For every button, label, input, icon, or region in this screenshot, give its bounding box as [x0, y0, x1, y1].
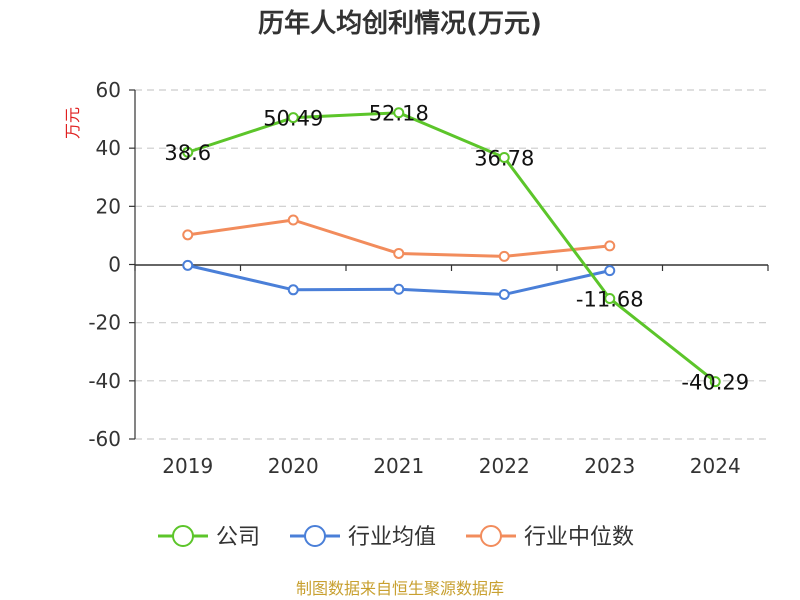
- legend-marker: [480, 525, 502, 547]
- legend: 公司 行业均值 行业中位数: [158, 525, 634, 550]
- x-tick-label: 2020: [268, 454, 319, 478]
- data-point: [393, 247, 405, 259]
- data-label: 38.6: [164, 141, 211, 165]
- legend-item[interactable]: 行业中位数: [466, 525, 634, 550]
- series-line: [187, 111, 717, 383]
- legend-label: 行业中位数: [524, 525, 634, 550]
- x-tick-label: 2024: [690, 454, 741, 478]
- axes: [129, 89, 769, 440]
- data-point: [287, 284, 299, 296]
- data-label: 52.18: [369, 102, 429, 126]
- source-note: 制图数据来自恒生聚源数据库: [296, 579, 504, 598]
- data-point: [287, 214, 299, 226]
- data-point: [604, 240, 616, 252]
- legend-item[interactable]: 行业均值: [290, 525, 436, 550]
- x-tick-labels: 2019 2020 2021 2022 2023 2024: [162, 454, 740, 478]
- chart-title: 历年人均创利情况(万元): [258, 8, 542, 39]
- data-point: [498, 152, 510, 164]
- x-tick-label: 2021: [373, 454, 424, 478]
- y-tick-label: -20: [88, 311, 121, 335]
- y-tick-label: 20: [96, 194, 121, 218]
- y-axis-label: 万元: [63, 107, 82, 139]
- data-point: [709, 376, 721, 388]
- data-point: [604, 265, 616, 277]
- data-label: 36.78: [474, 147, 534, 171]
- data-point: [393, 107, 405, 119]
- data-label: -40.29: [681, 371, 749, 395]
- data-point: [182, 229, 194, 241]
- x-tick-label: 2022: [479, 454, 530, 478]
- data-point: [498, 250, 510, 262]
- data-point: [287, 112, 299, 124]
- series: [182, 107, 721, 388]
- legend-item[interactable]: 公司: [158, 525, 260, 550]
- data-point: [498, 288, 510, 300]
- legend-label: 公司: [216, 525, 260, 550]
- data-point: [182, 259, 194, 271]
- y-tick-label: 40: [96, 136, 121, 160]
- data-label: -11.68: [576, 287, 644, 311]
- legend-label: 行业均值: [348, 525, 436, 550]
- data-point: [393, 283, 405, 295]
- y-tick-label: 60: [96, 78, 121, 102]
- legend-marker: [304, 525, 326, 547]
- legend-marker: [172, 525, 194, 547]
- y-tick-label: 0: [108, 253, 121, 277]
- data-label: 50.49: [263, 107, 323, 131]
- data-labels: 38.6 50.49 52.18 36.78 -11.68 -40.29: [164, 102, 749, 395]
- data-point: [604, 292, 616, 304]
- y-tick-labels: 60 40 20 0 -20 -40 -60: [88, 78, 121, 451]
- x-tick-label: 2019: [162, 454, 213, 478]
- y-tick-label: -40: [88, 369, 121, 393]
- x-tick-label: 2023: [584, 454, 635, 478]
- data-point: [182, 146, 194, 158]
- y-tick-label: -60: [88, 427, 121, 451]
- grid-lines: [135, 89, 768, 440]
